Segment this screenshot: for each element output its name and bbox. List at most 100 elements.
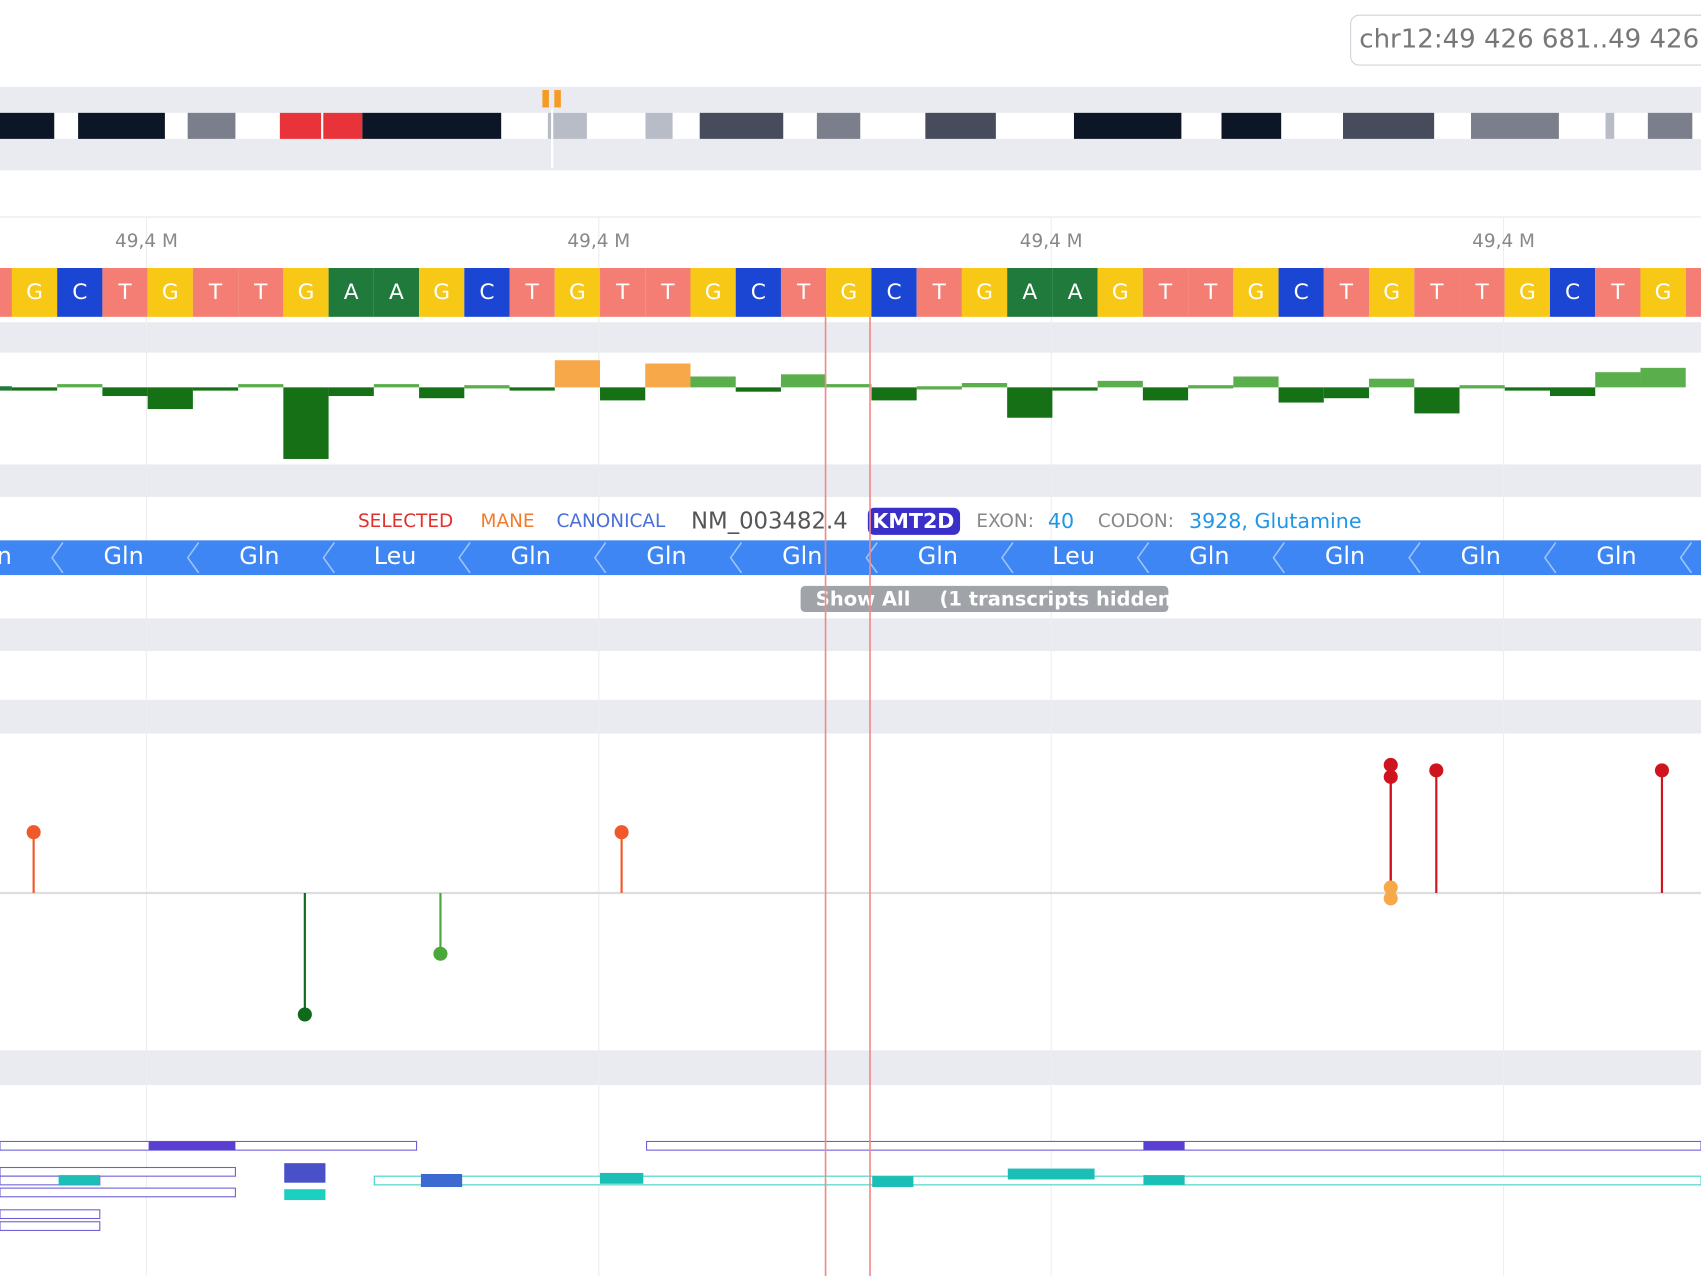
cons-bar xyxy=(509,387,555,391)
lollipop-head xyxy=(433,946,448,961)
base xyxy=(1097,268,1143,317)
base xyxy=(1595,268,1641,317)
cons-bar xyxy=(328,387,374,397)
axis-label: 49,4 M xyxy=(1472,231,1535,252)
band xyxy=(362,112,502,139)
cons-bar xyxy=(780,374,827,388)
base xyxy=(464,268,510,317)
cons-bar xyxy=(238,384,284,388)
base-letter: G xyxy=(705,280,722,305)
track-separator xyxy=(0,464,1701,497)
cons-bar xyxy=(961,383,1008,388)
lollipop-head xyxy=(1383,891,1398,906)
chevron xyxy=(593,542,607,574)
base xyxy=(916,268,962,317)
gene-badge xyxy=(867,507,961,535)
base xyxy=(1504,268,1550,317)
feature xyxy=(1143,1141,1185,1151)
cons-bar xyxy=(1640,367,1686,388)
feature xyxy=(1143,1175,1185,1185)
base-letter: A xyxy=(344,280,359,305)
lollipop-head xyxy=(297,1007,312,1022)
show-all-button[interactable] xyxy=(800,585,1169,612)
hidden-note[interactable]: (1 transcripts hidden.) xyxy=(939,588,1187,611)
base xyxy=(419,268,465,317)
cons-bar xyxy=(554,360,601,388)
track-separator xyxy=(0,699,1701,734)
base-letter: G xyxy=(162,280,179,305)
cons-bar xyxy=(57,384,103,388)
base-letter: T xyxy=(1203,280,1218,305)
feature xyxy=(599,1172,644,1184)
base xyxy=(509,268,555,317)
chevron xyxy=(1543,542,1557,574)
feature xyxy=(148,1141,236,1151)
amino-acid: Gln xyxy=(1596,542,1636,570)
base xyxy=(283,268,329,317)
band xyxy=(187,112,236,139)
cons-bar xyxy=(1369,378,1415,388)
cons-bar xyxy=(1097,380,1143,388)
chevron xyxy=(729,542,743,574)
cons-bar xyxy=(1007,387,1053,418)
cons-bar xyxy=(1052,387,1098,391)
cons-bar xyxy=(102,387,148,397)
base-letter: G xyxy=(840,280,857,305)
base xyxy=(961,268,1008,317)
base xyxy=(600,268,646,317)
track-separator xyxy=(0,618,1701,652)
amino-acid: Gln xyxy=(1189,542,1229,570)
amino-acid: Gln xyxy=(782,542,822,570)
cons-bar xyxy=(1278,387,1324,403)
cons-base xyxy=(0,386,12,391)
chevron xyxy=(458,542,471,574)
base xyxy=(11,268,58,317)
base-letter: G xyxy=(433,280,450,305)
show-all[interactable]: Show All xyxy=(816,588,911,611)
cons-bar xyxy=(1414,387,1460,414)
feature xyxy=(0,1221,101,1231)
cons-bar xyxy=(690,376,736,388)
feature xyxy=(0,1209,101,1220)
feature xyxy=(284,1189,326,1201)
cons-bar xyxy=(192,387,239,391)
base-letter: G xyxy=(1112,280,1129,305)
base-letter: T xyxy=(117,280,132,305)
lollipop-head xyxy=(1429,763,1444,778)
chevron xyxy=(1679,542,1693,574)
lollipop-head xyxy=(1654,763,1669,778)
base xyxy=(554,268,601,317)
location-box[interactable] xyxy=(1350,14,1701,66)
base xyxy=(147,268,193,317)
base xyxy=(826,268,872,317)
base xyxy=(1188,268,1234,317)
location[interactable]: chr12:49 426 681..49 426 73 xyxy=(1359,25,1701,55)
amino-acid: Gln xyxy=(511,542,551,570)
cons-bar xyxy=(1459,385,1505,389)
exon-label: EXON: xyxy=(976,511,1034,532)
base-letter: C xyxy=(886,280,901,305)
base-letter: T xyxy=(932,280,947,305)
lollipop-head xyxy=(26,825,41,840)
feature xyxy=(0,1187,236,1198)
band xyxy=(547,112,587,139)
base xyxy=(1007,268,1053,317)
cons-bar xyxy=(419,387,465,399)
base xyxy=(1369,268,1415,317)
chevron xyxy=(1136,542,1150,574)
band xyxy=(0,112,55,139)
axis-label: 49,4 M xyxy=(1020,231,1083,252)
feature xyxy=(58,1175,100,1185)
chevron xyxy=(1408,542,1421,574)
cons-bar xyxy=(147,387,193,410)
band xyxy=(925,112,996,139)
base-letter: A xyxy=(389,280,404,305)
amino-acid: Gln xyxy=(646,542,686,570)
cons-bar xyxy=(373,384,420,388)
base-letter: G xyxy=(1519,280,1536,305)
base xyxy=(871,268,917,317)
cons-bar xyxy=(1188,385,1234,389)
cons-bar xyxy=(826,384,872,388)
base-letter: T xyxy=(796,280,811,305)
feature xyxy=(0,1166,236,1177)
